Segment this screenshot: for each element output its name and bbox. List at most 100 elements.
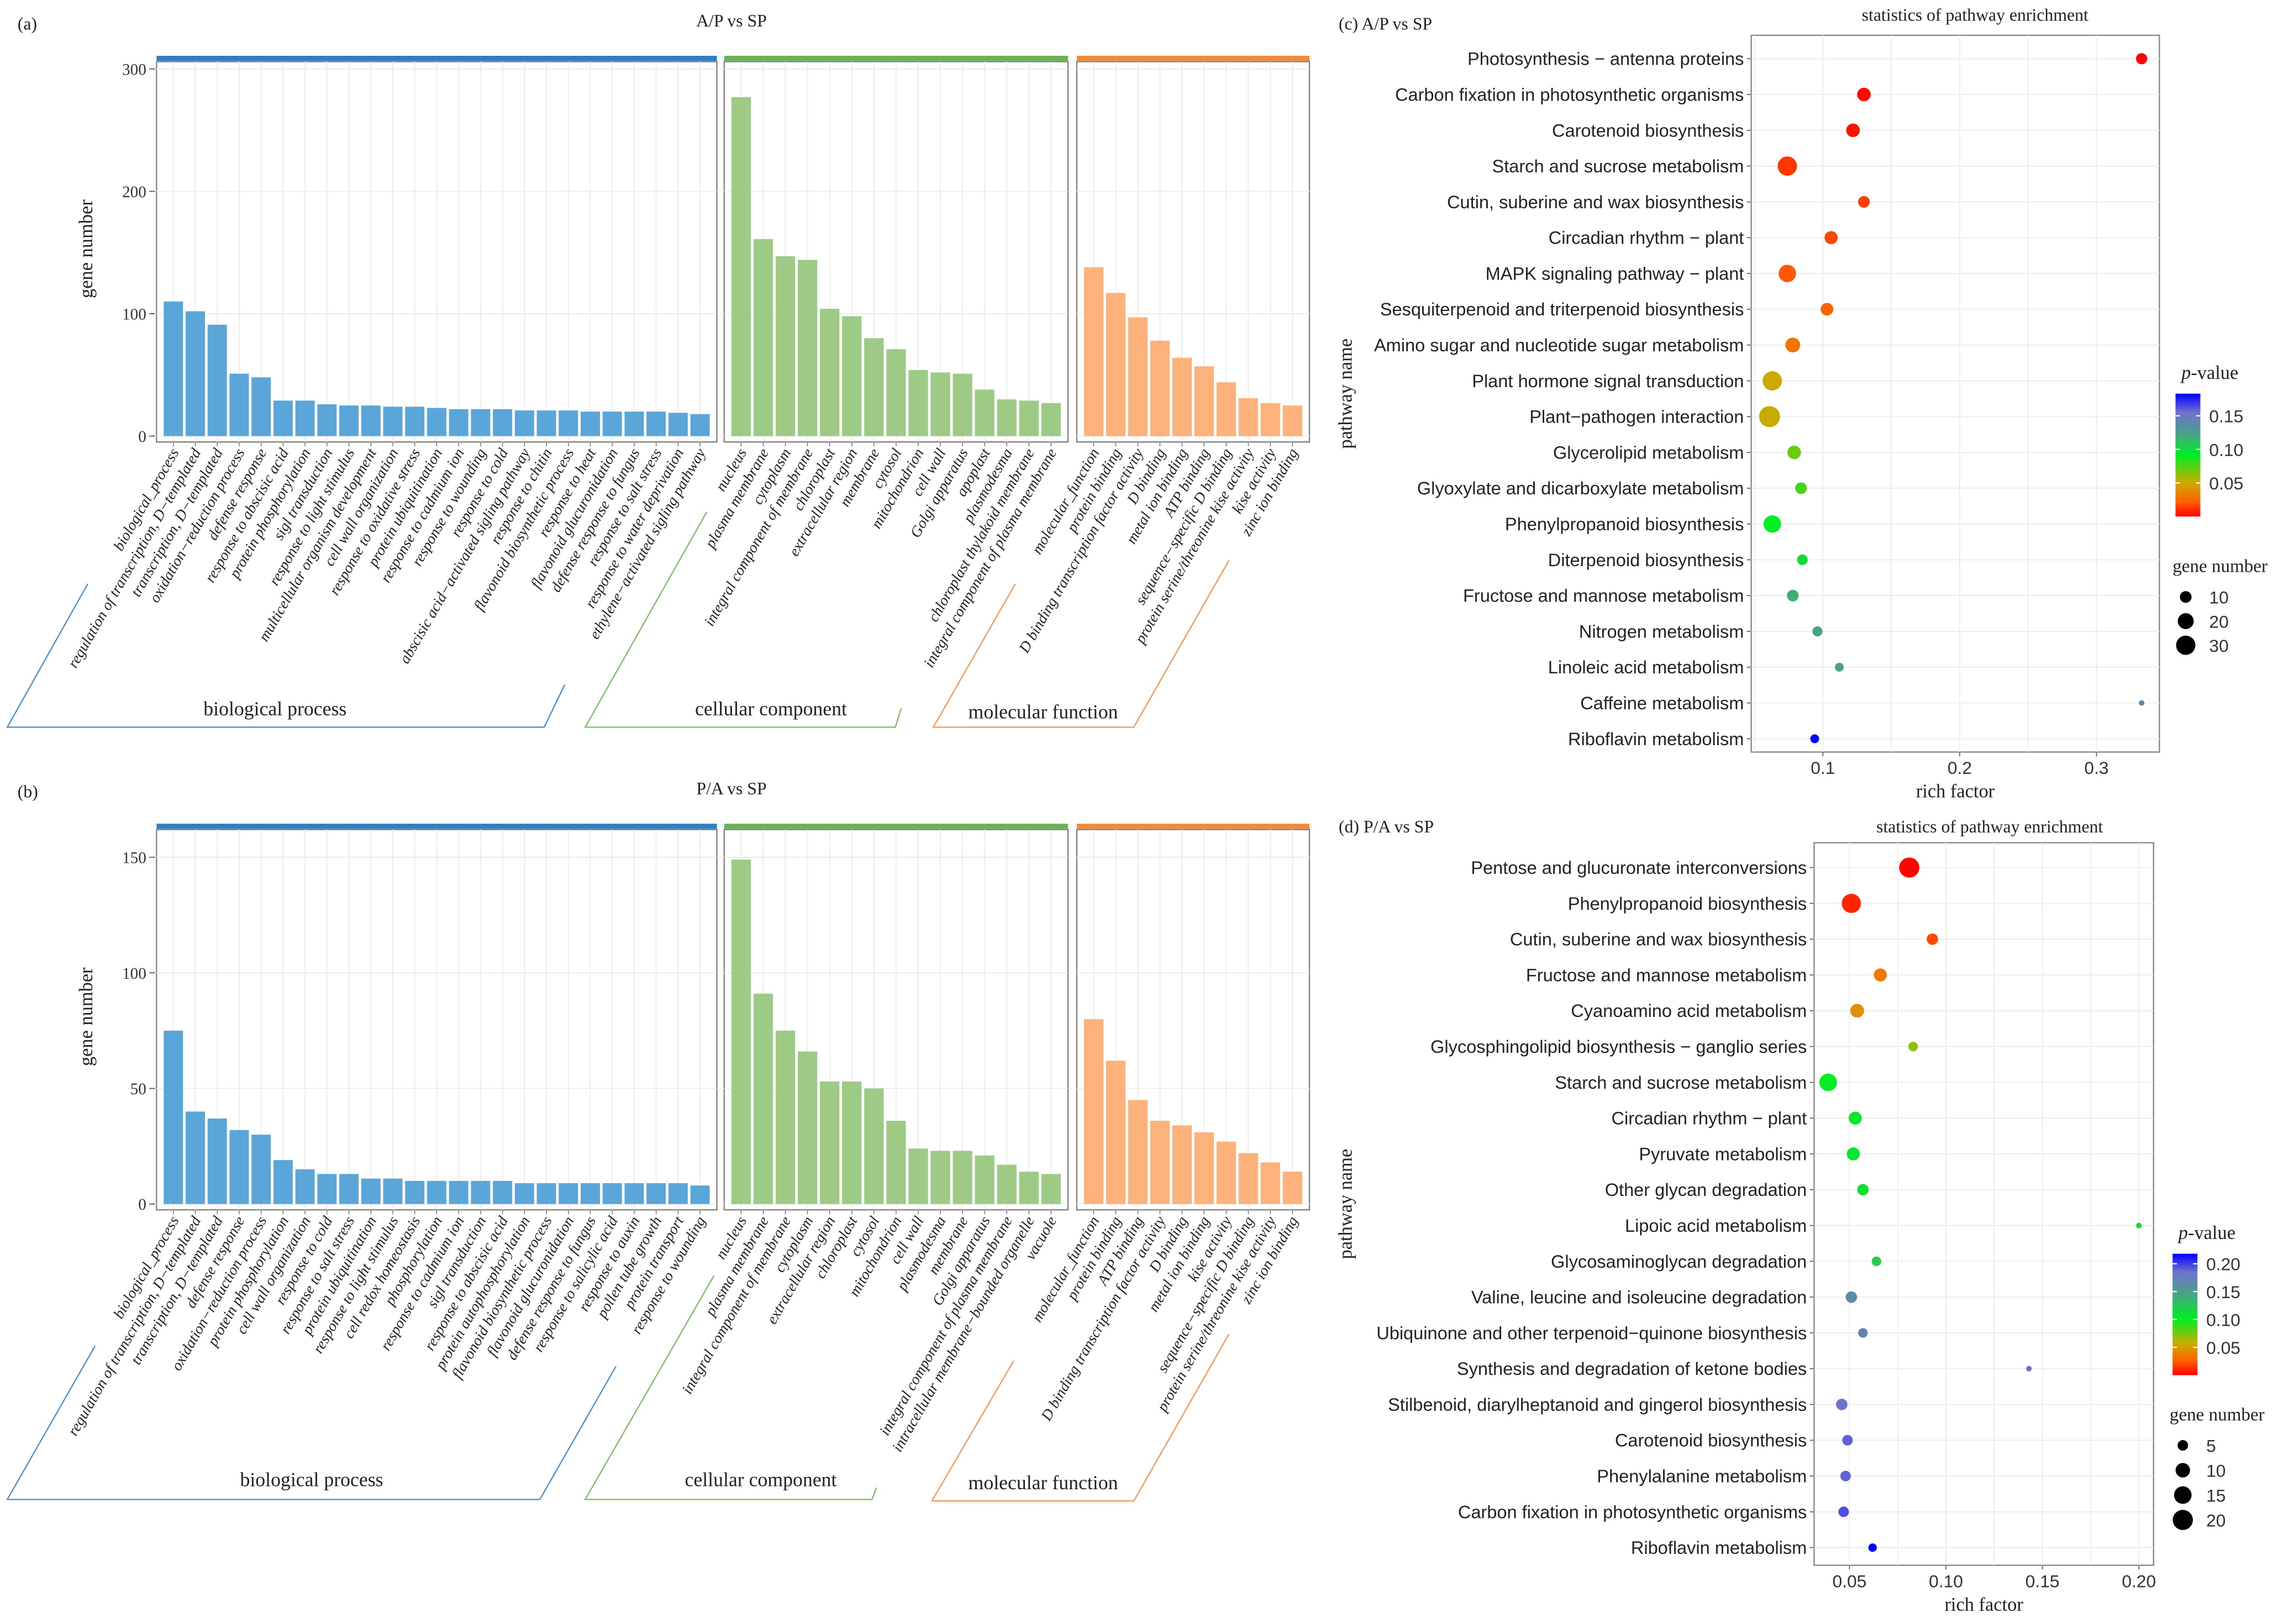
y-tick-label: 150 <box>122 850 146 867</box>
bar <box>1238 1153 1258 1204</box>
pathway-label: Riboflavin metabolism <box>1568 729 1744 749</box>
bar <box>731 97 751 436</box>
pathway-bubble <box>1836 1399 1848 1410</box>
panel-label: (d) P/A vs SP <box>1339 817 1434 836</box>
bar <box>797 260 818 436</box>
bar <box>383 1178 403 1204</box>
pathway-label: Glycerolipid metabolism <box>1553 442 1744 462</box>
pathway-bubble <box>1787 589 1799 602</box>
bar <box>602 1183 622 1204</box>
bar <box>753 993 774 1204</box>
size-legend-dot <box>2180 591 2192 603</box>
size-legend-dot <box>2177 613 2194 629</box>
bar <box>449 409 469 436</box>
colorbar-tick-label: 0.15 <box>2206 1282 2240 1302</box>
group-label: biological process <box>240 1469 383 1491</box>
bar <box>514 410 534 436</box>
bar <box>493 409 513 436</box>
facet-strip <box>156 56 717 61</box>
pathway-bubble <box>1835 662 1844 672</box>
bar <box>164 1030 183 1204</box>
bar <box>602 412 622 436</box>
pathway-bubble <box>1908 1041 1918 1052</box>
pathway-bubble <box>1759 406 1780 428</box>
colorbar-tick-label: 0.15 <box>2209 407 2243 426</box>
bar <box>229 373 249 436</box>
pathway-label: Carbon fixation in photosynthetic organi… <box>1458 1502 1807 1522</box>
bar <box>646 412 666 436</box>
facet-strip <box>724 824 1069 829</box>
panel-d-kegg-bubble-chart: (d) P/A vs SP statistics of pathway enric… <box>1335 817 2265 1615</box>
pathway-bubble <box>1899 857 1919 878</box>
pathway-label: Circadian rhythm − plant <box>1612 1109 1807 1129</box>
bar <box>1216 382 1236 436</box>
bar <box>842 316 862 436</box>
bar <box>886 1121 906 1204</box>
pathway-label: Amino sugar and nucleotide sugar metabol… <box>1374 335 1744 355</box>
bar <box>1282 405 1302 436</box>
pathway-label: Stilbenoid, diarylheptanoid and gingerol… <box>1388 1395 1807 1415</box>
panel-label: (c) A/P vs SP <box>1339 14 1432 33</box>
bar <box>668 413 688 436</box>
pathway-bubble <box>1842 1435 1853 1446</box>
bar <box>1106 293 1126 436</box>
size-legend-dot <box>2175 1463 2190 1478</box>
bar <box>1194 1132 1214 1204</box>
bar <box>1128 1100 1148 1204</box>
bar <box>273 1160 293 1204</box>
pathway-bubble <box>2026 1365 2032 1372</box>
x-tick-label: 0.1 <box>1811 758 1835 778</box>
facet-strip <box>724 56 1069 61</box>
bar <box>886 349 906 436</box>
pathway-label: Fructose and mannose metabolism <box>1463 586 1744 606</box>
pathway-label: Cutin, suberine and wax biosynthesis <box>1510 930 1807 950</box>
bar <box>317 1174 337 1204</box>
pathway-bubble <box>1819 1073 1837 1092</box>
group-bracket <box>584 512 902 728</box>
bar <box>842 1081 862 1204</box>
bar <box>405 1180 425 1204</box>
bar <box>646 1183 666 1204</box>
group-bracket <box>932 560 1230 728</box>
pathway-label: Valine, leucine and isoleucine degradati… <box>1471 1288 1807 1307</box>
pathway-label: MAPK signaling pathway − plant <box>1486 263 1744 283</box>
pathway-label: Synthesis and degradation of ketone bodi… <box>1457 1359 1807 1379</box>
bar <box>493 1180 513 1204</box>
size-legend-label: 20 <box>2209 611 2228 631</box>
group-label: cellular component <box>685 1469 837 1491</box>
colorbar-tick-label: 0.05 <box>2206 1338 2240 1358</box>
size-legend-label: 10 <box>2206 1460 2225 1480</box>
bar <box>975 1155 995 1204</box>
y-axis-label: pathway name <box>1335 339 1356 449</box>
bar <box>207 1118 227 1204</box>
pathway-label: Fructose and mannose metabolism <box>1526 965 1807 985</box>
y-tick-label: 300 <box>122 61 146 78</box>
bar <box>690 1185 710 1204</box>
pathway-label: Sesquiterpenoid and triterpenoid biosynt… <box>1380 299 1744 319</box>
pathway-label: Caffeine metabolism <box>1580 693 1744 713</box>
bar <box>536 1183 556 1204</box>
size-legend-label: 20 <box>2206 1511 2225 1531</box>
group-label: molecular function <box>969 1472 1118 1494</box>
pathway-label: Plant−pathogen interaction <box>1529 407 1744 427</box>
y-axis-label: pathway name <box>1335 1149 1356 1259</box>
pathway-bubble <box>1846 1147 1860 1161</box>
pathway-bubble <box>1779 265 1796 282</box>
plot-panel <box>1750 34 2160 753</box>
bar <box>1019 400 1039 436</box>
y-tick-label: 200 <box>122 183 146 201</box>
x-tick-label: 0.20 <box>2122 1571 2156 1591</box>
pathway-label: Starch and sucrose metabolism <box>1492 156 1744 176</box>
pathway-label: Carotenoid biosynthesis <box>1552 120 1744 140</box>
bar <box>753 239 774 436</box>
pathway-bubble <box>1846 123 1860 138</box>
pathway-label: Cutin, suberine and wax biosynthesis <box>1447 192 1744 212</box>
bar <box>361 1178 381 1204</box>
pathway-label: Linoleic acid metabolism <box>1548 657 1744 677</box>
bar <box>427 1180 446 1204</box>
pathway-bubble <box>1841 894 1861 913</box>
bar <box>997 399 1017 436</box>
